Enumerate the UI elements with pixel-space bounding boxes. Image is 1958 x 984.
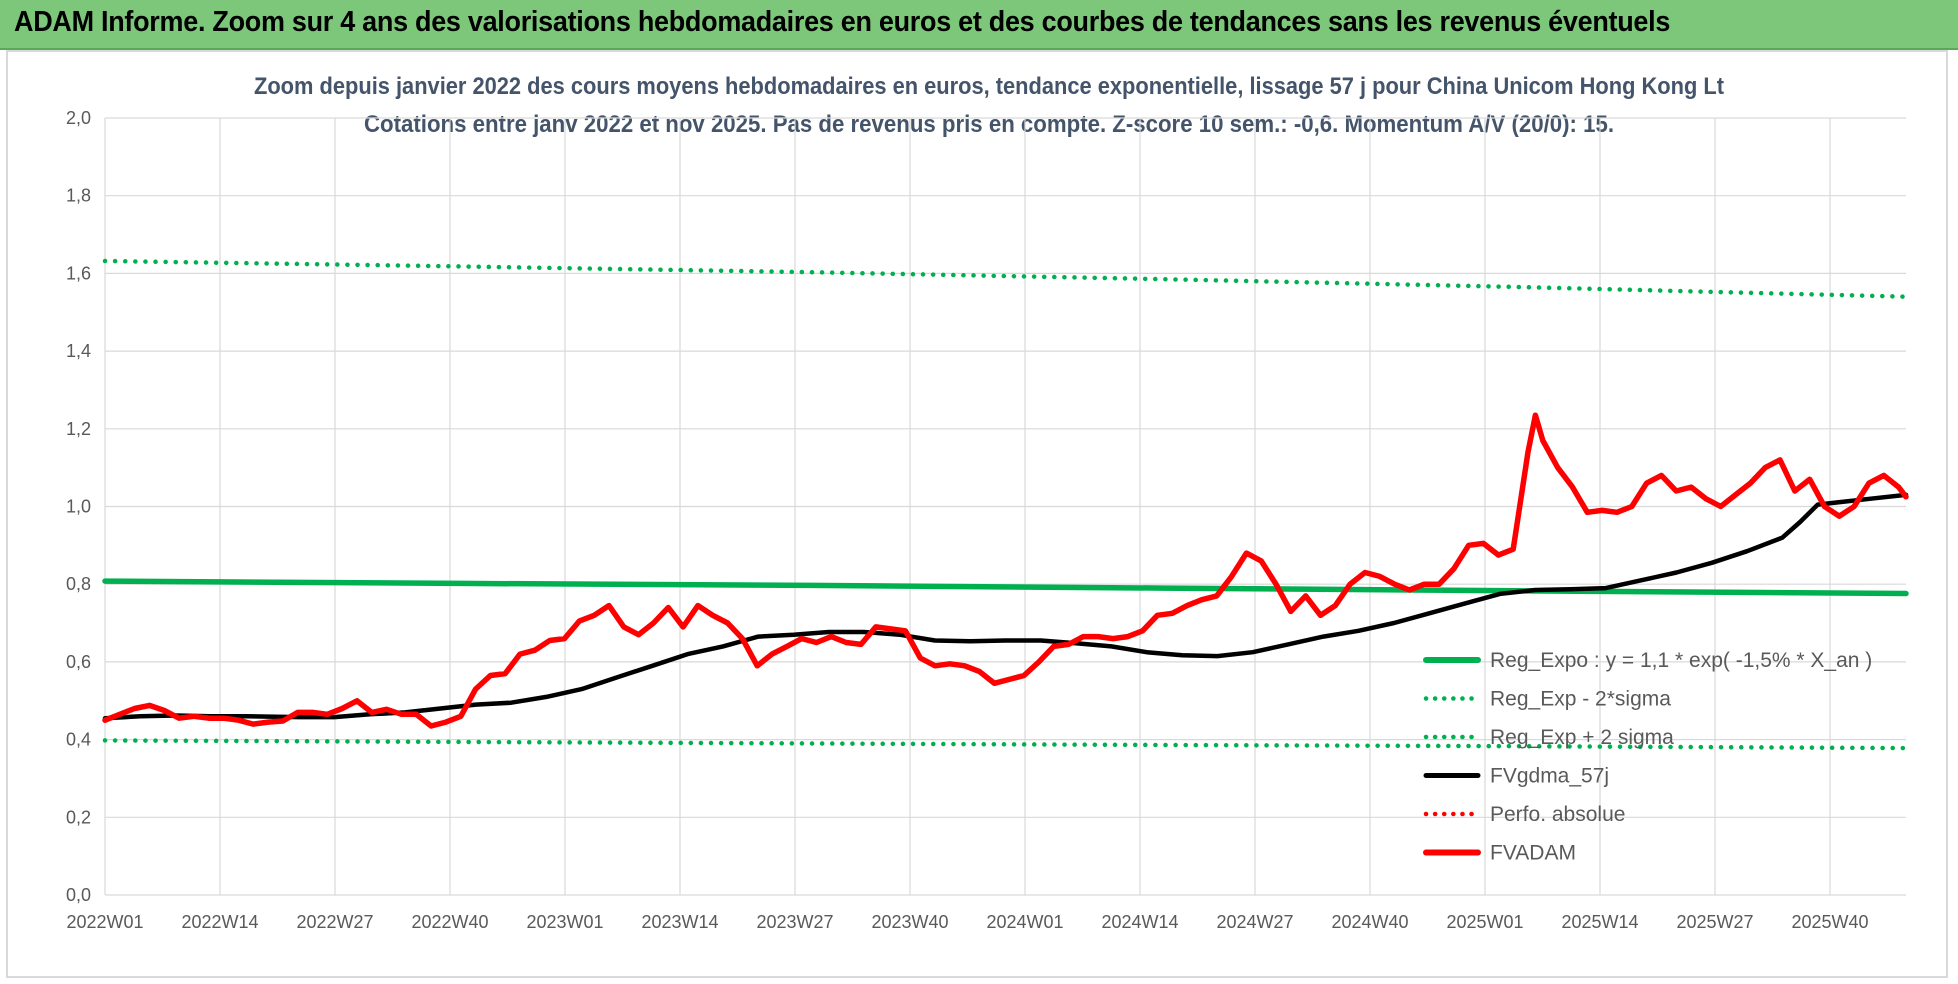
y-axis-tick-labels: 0,0 0,2 0,4 0,6 0,8 1,0 1,2 1,4 1,6 1,8 2,0 — [66, 108, 91, 905]
x-tick-label: 2025W01 — [1446, 912, 1523, 932]
legend-label: Reg_Exp - 2*sigma — [1490, 688, 1671, 711]
chart-frame: Zoom depuis janvier 2022 des cours moyen… — [6, 50, 1948, 978]
y-tick-label: 0,8 — [66, 574, 91, 594]
y-tick-label: 1,8 — [66, 186, 91, 206]
series-line-2 — [102, 738, 1909, 751]
x-tick-label: 2022W14 — [181, 912, 258, 932]
x-axis-tick-labels: 2022W01 2022W14 2022W27 2022W40 2023W01 2023W… — [66, 912, 1868, 932]
series-line-1 — [102, 258, 1909, 299]
legend-label: Reg_Exp + 2 sigma — [1490, 726, 1674, 749]
x-tick-label: 2023W01 — [526, 912, 603, 932]
x-tick-label: 2025W14 — [1561, 912, 1638, 932]
y-tick-label: 0,2 — [66, 807, 91, 827]
legend-label: Perfo. absolue — [1490, 803, 1625, 826]
legend-label: Reg_Expo : y = 1,1 * exp( -1,5% * X_an ) — [1490, 649, 1872, 672]
x-tick-label: 2024W40 — [1331, 912, 1408, 932]
y-tick-label: 1,0 — [66, 497, 91, 517]
line-chart: Zoom depuis janvier 2022 des cours moyen… — [66, 73, 1909, 932]
legend: Reg_Expo : y = 1,1 * exp( -1,5% * X_an )… — [1423, 649, 1872, 865]
legend-label: FVADAM — [1490, 842, 1576, 865]
x-tick-label: 2023W40 — [871, 912, 948, 932]
series-line-3 — [102, 492, 1909, 721]
y-tick-label: 1,2 — [66, 419, 91, 439]
x-tick-label: 2025W27 — [1676, 912, 1753, 932]
report-banner: ADAM Informe. Zoom sur 4 ans des valoris… — [0, 0, 1958, 50]
y-tick-label: 1,6 — [66, 263, 91, 283]
x-tick-label: 2025W40 — [1791, 912, 1868, 932]
x-tick-label: 2022W40 — [411, 912, 488, 932]
x-tick-label: 2022W27 — [296, 912, 373, 932]
y-tick-label: 0,4 — [66, 730, 91, 750]
x-tick-label: 2023W14 — [641, 912, 718, 932]
y-tick-label: 1,4 — [66, 341, 91, 361]
x-tick-label: 2023W27 — [756, 912, 833, 932]
legend-label: FVgdma_57j — [1490, 765, 1609, 788]
series-lines — [102, 258, 1909, 751]
series-line-5 — [102, 412, 1909, 729]
y-tick-label: 0,6 — [66, 652, 91, 672]
x-tick-label: 2022W01 — [66, 912, 143, 932]
y-tick-label: 0,0 — [66, 885, 91, 905]
x-tick-label: 2024W27 — [1216, 912, 1293, 932]
gridlines — [104, 117, 1906, 896]
x-tick-label: 2024W14 — [1101, 912, 1178, 932]
report-title: ADAM Informe. Zoom sur 4 ans des valoris… — [14, 6, 1671, 38]
x-tick-label: 2024W01 — [986, 912, 1063, 932]
chart-title: Zoom depuis janvier 2022 des cours moyen… — [254, 73, 1724, 100]
chart-subtitle: Cotations entre janv 2022 et nov 2025. P… — [364, 111, 1614, 138]
y-tick-label: 2,0 — [66, 108, 91, 128]
series-line-0 — [102, 578, 1909, 597]
